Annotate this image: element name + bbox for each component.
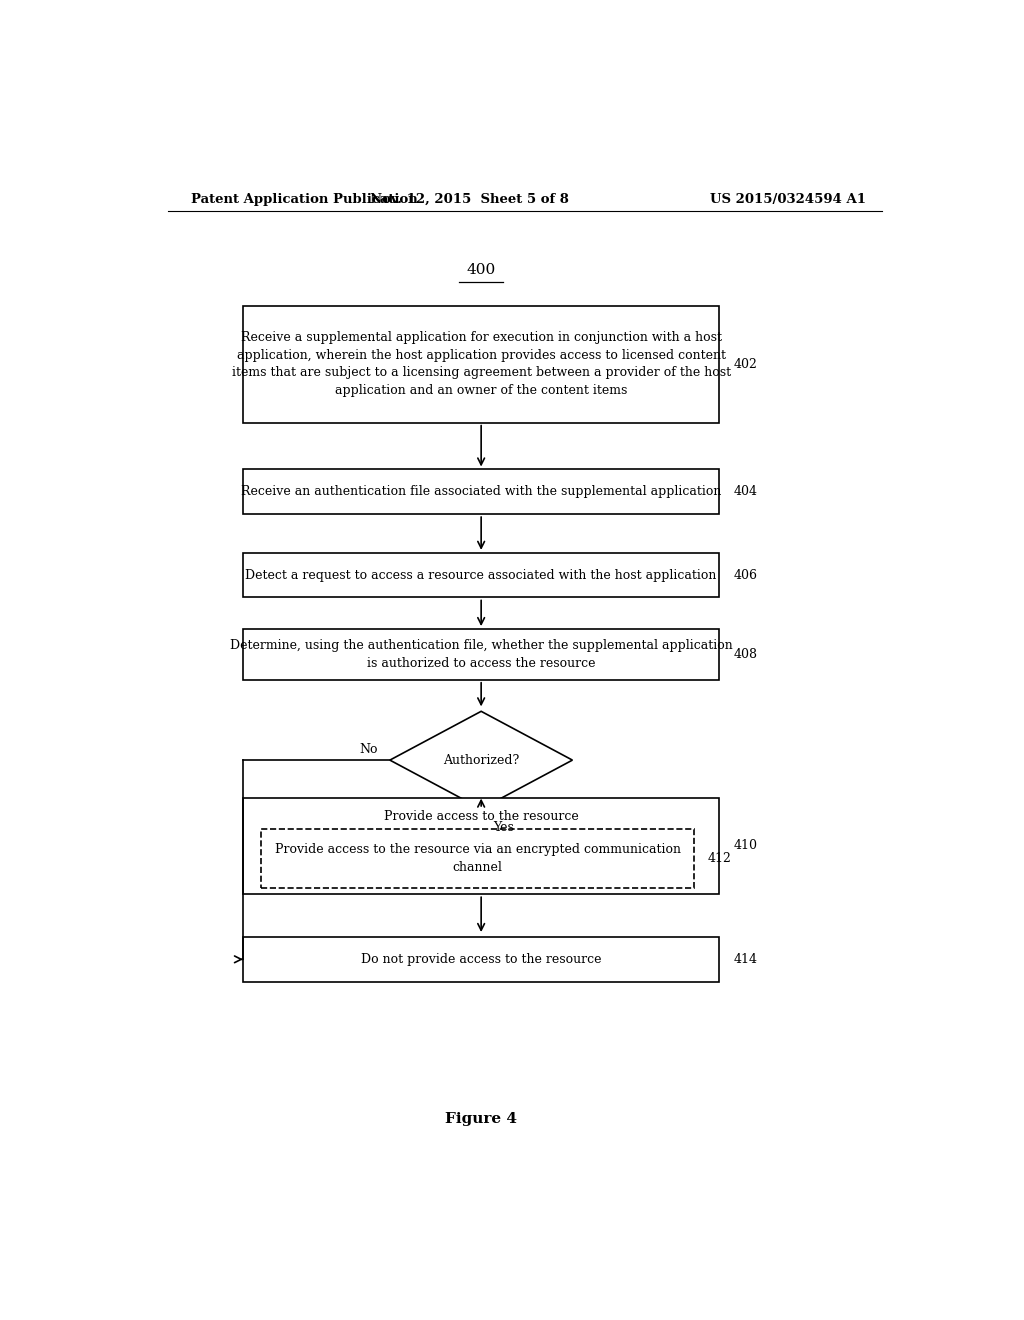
Text: 410: 410 — [733, 840, 758, 853]
FancyBboxPatch shape — [261, 829, 694, 888]
Text: 414: 414 — [733, 953, 758, 966]
Text: Determine, using the authentication file, whether the supplemental application
i: Determine, using the authentication file… — [229, 639, 732, 669]
Text: 402: 402 — [733, 358, 758, 371]
Text: Yes: Yes — [494, 821, 514, 834]
FancyBboxPatch shape — [243, 937, 719, 982]
Text: Provide access to the resource: Provide access to the resource — [384, 809, 579, 822]
Text: Receive a supplemental application for execution in conjunction with a host
appl: Receive a supplemental application for e… — [231, 331, 731, 397]
Text: Detect a request to access a resource associated with the host application: Detect a request to access a resource as… — [246, 569, 717, 582]
Text: 400: 400 — [467, 263, 496, 277]
Text: US 2015/0324594 A1: US 2015/0324594 A1 — [710, 193, 866, 206]
Text: Do not provide access to the resource: Do not provide access to the resource — [360, 953, 601, 966]
Text: Provide access to the resource via an encrypted communication
channel: Provide access to the resource via an en… — [274, 843, 681, 874]
Text: Receive an authentication file associated with the supplemental application: Receive an authentication file associate… — [241, 486, 721, 498]
FancyBboxPatch shape — [243, 306, 719, 422]
FancyBboxPatch shape — [243, 470, 719, 515]
Text: No: No — [359, 743, 378, 756]
FancyBboxPatch shape — [243, 797, 719, 894]
Text: Figure 4: Figure 4 — [445, 1111, 517, 1126]
Text: 404: 404 — [733, 486, 758, 498]
Text: Authorized?: Authorized? — [443, 754, 519, 767]
Text: Patent Application Publication: Patent Application Publication — [191, 193, 418, 206]
Text: 412: 412 — [709, 853, 732, 865]
Text: Nov. 12, 2015  Sheet 5 of 8: Nov. 12, 2015 Sheet 5 of 8 — [370, 193, 568, 206]
Text: 408: 408 — [733, 648, 758, 661]
FancyBboxPatch shape — [243, 553, 719, 598]
Text: 406: 406 — [733, 569, 758, 582]
FancyBboxPatch shape — [243, 630, 719, 680]
